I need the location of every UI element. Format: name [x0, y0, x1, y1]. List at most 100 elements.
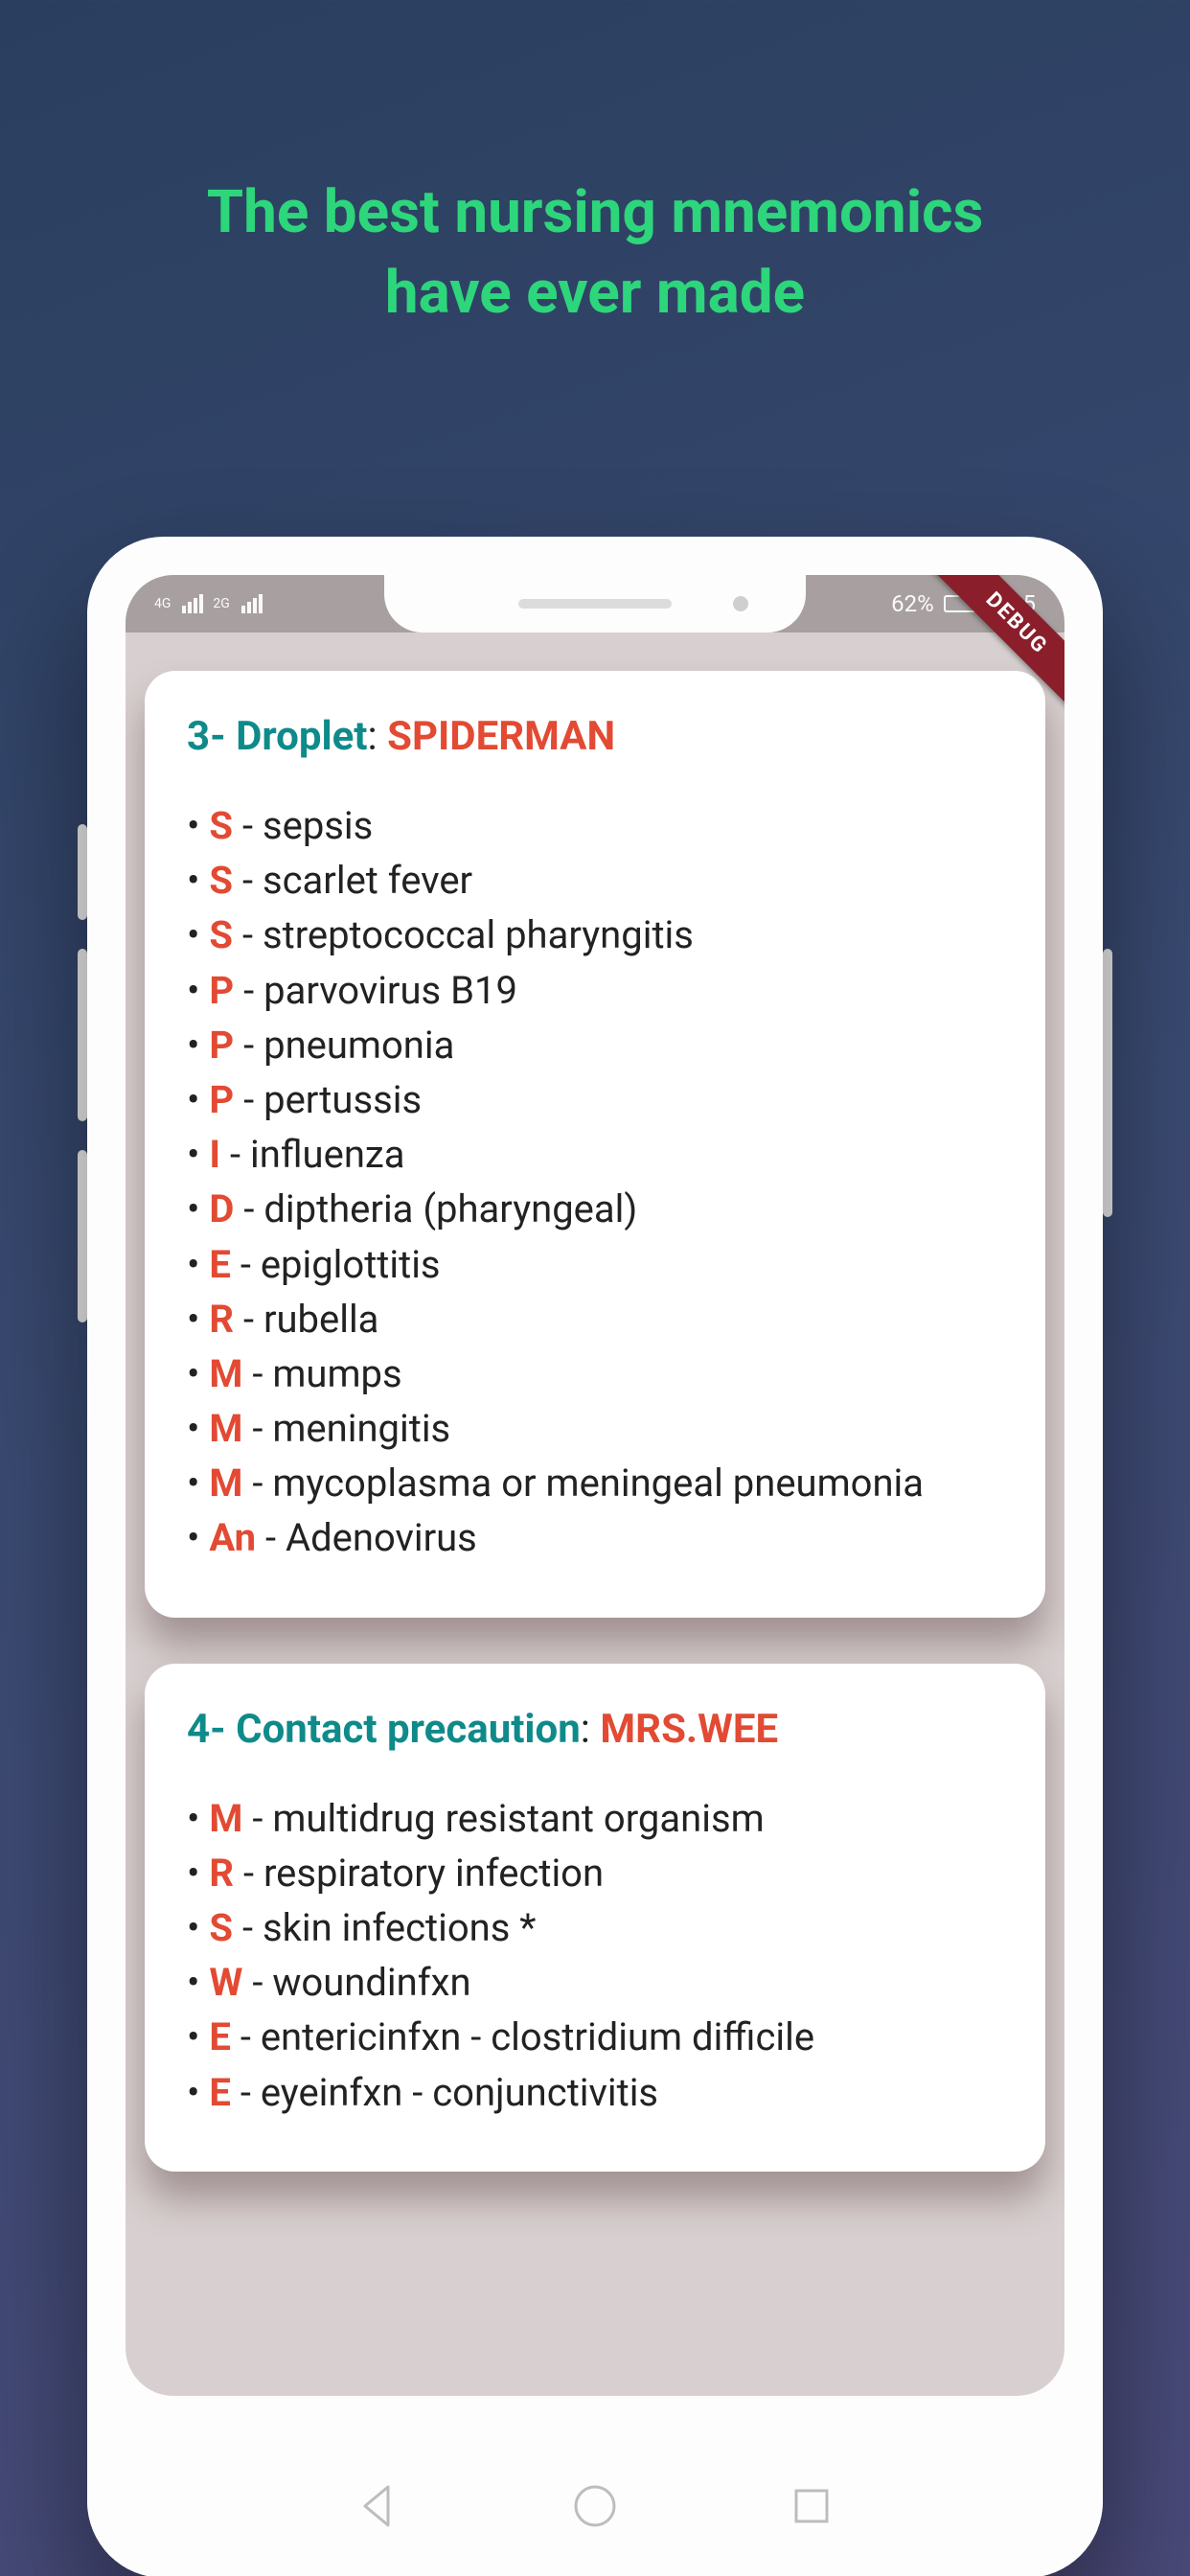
- list-item: • S - sepsis: [187, 798, 1003, 853]
- headline: The best nursing mnemonics have ever mad…: [0, 0, 1190, 333]
- bullet-dot: •: [187, 1351, 209, 1396]
- list-item: • S - scarlet fever: [187, 853, 1003, 908]
- signal-icon: [182, 594, 203, 613]
- bullet-dot: •: [187, 1077, 209, 1122]
- mnemonic-letter: P: [209, 968, 234, 1013]
- cards-list[interactable]: 3- Droplet: SPIDERMAN• S - sepsis• S - s…: [145, 671, 1045, 2218]
- mnemonic-letter: S: [209, 858, 233, 903]
- mnemonic-text: - skin infections *: [233, 1905, 536, 1950]
- bullet-dot: •: [187, 1460, 209, 1506]
- card-title: 3- Droplet: SPIDERMAN: [187, 713, 1003, 760]
- card-title: 4- Contact precaution: MRS.WEE: [187, 1706, 1003, 1753]
- card-prefix: 4- Contact precaution: [187, 1706, 581, 1753]
- android-nav-bar: [87, 2434, 1103, 2576]
- mnemonic-text: - mycoplasma or meningeal pneumonia: [242, 1460, 924, 1506]
- card-colon: :: [367, 713, 387, 760]
- list-item: • R - rubella: [187, 1292, 1003, 1346]
- list-item: • P - parvovirus B19: [187, 963, 1003, 1018]
- mnemonic-letter: E: [209, 1242, 231, 1287]
- mnemonic-letter: S: [209, 1905, 233, 1950]
- mnemonic-letter: P: [209, 1077, 234, 1122]
- phone-notch: [384, 575, 806, 632]
- mnemonic-letter: M: [209, 1351, 242, 1396]
- list-item: • P - pneumonia: [187, 1018, 1003, 1072]
- bullet-dot: •: [187, 2014, 209, 2059]
- list-item: • E - entericinfxn - clostridium diffici…: [187, 2010, 1003, 2064]
- list-item: • I - influenza: [187, 1127, 1003, 1182]
- headline-line-2: have ever made: [57, 253, 1133, 334]
- mnemonic-letter: M: [209, 1796, 242, 1841]
- speaker-icon: [518, 599, 672, 609]
- bullet-dot: •: [187, 1515, 209, 1560]
- list-item: • M - multidrug resistant organism: [187, 1791, 1003, 1846]
- mnemonic-text: - influenza: [220, 1132, 404, 1177]
- list-item: • E - epiglottitis: [187, 1237, 1003, 1292]
- mnemonic-text: - respiratory infection: [234, 1851, 604, 1896]
- bullet-dot: •: [187, 1796, 209, 1841]
- phone-mockup: 4G 2G 62% 7:35 DEBUG 3- Droplet: SPIDERM…: [87, 537, 1103, 2576]
- list-item: • P - pertussis: [187, 1072, 1003, 1127]
- mnemonic-letter: M: [209, 1406, 242, 1451]
- mnemonic-letter: I: [209, 1132, 220, 1177]
- mnemonic-text: - pneumonia: [234, 1023, 454, 1068]
- phone-screen: 4G 2G 62% 7:35 DEBUG 3- Droplet: SPIDERM…: [126, 575, 1064, 2396]
- mnemonic-text: - pertussis: [234, 1077, 422, 1122]
- phone-side-button: [78, 824, 87, 920]
- phone-side-button: [78, 949, 87, 1121]
- bullet-dot: •: [187, 1186, 209, 1231]
- bullet-dot: •: [187, 968, 209, 1013]
- bullet-dot: •: [187, 1960, 209, 2005]
- mnemonic-letter: R: [209, 1851, 234, 1896]
- mnemonic-text: - streptococcal pharyngitis: [233, 912, 694, 957]
- mnemonic-text: - scarlet fever: [233, 858, 472, 903]
- card-prefix: 3- Droplet: [187, 713, 367, 760]
- nav-back-button[interactable]: [352, 2479, 405, 2533]
- mnemonic-text: - sepsis: [233, 803, 373, 848]
- mnemonic-text: - eyeinfxn - conjunctivitis: [231, 2070, 658, 2115]
- nav-recent-button[interactable]: [785, 2479, 838, 2533]
- bullet-dot: •: [187, 1023, 209, 1068]
- headline-line-1: The best nursing mnemonics: [57, 172, 1133, 253]
- mnemonic-text: - multidrug resistant organism: [242, 1796, 764, 1841]
- mnemonic-text: - meningitis: [242, 1406, 450, 1451]
- mnemonic-card[interactable]: 4- Contact precaution: MRS.WEE • M - mult…: [145, 1664, 1045, 2172]
- bullet-dot: •: [187, 1406, 209, 1451]
- list-item: • S - skin infections *: [187, 1900, 1003, 1955]
- mnemonic-letter: D: [209, 1186, 234, 1231]
- mnemonic-letter: E: [209, 2070, 231, 2115]
- mnemonic-letter: S: [209, 803, 233, 848]
- bullet-dot: •: [187, 1132, 209, 1177]
- mnemonic-text: - diptheria (pharyngeal): [234, 1186, 637, 1231]
- mnemonic-letter: W: [209, 1960, 242, 2005]
- bullet-dot: •: [187, 912, 209, 957]
- list-item: • W - woundinfxn: [187, 1955, 1003, 2010]
- camera-icon: [733, 596, 748, 611]
- list-item: • M - meningitis: [187, 1401, 1003, 1456]
- bullet-dot: •: [187, 1297, 209, 1342]
- network-2-label: 2G: [213, 596, 229, 611]
- mnemonic-letter: R: [209, 1297, 234, 1342]
- mnemonic-text: - parvovirus B19: [234, 968, 517, 1013]
- mnemonic-letter: An: [209, 1515, 256, 1560]
- battery-percent: 62%: [891, 590, 934, 617]
- mnemonic-letter: M: [209, 1460, 242, 1506]
- mnemonic-text: - entericinfxn - clostridium difficile: [231, 2014, 814, 2059]
- mnemonic-card[interactable]: 3- Droplet: SPIDERMAN• S - sepsis• S - s…: [145, 671, 1045, 1618]
- mnemonic-letter: P: [209, 1023, 234, 1068]
- card-acronym: SPIDERMAN: [387, 713, 615, 760]
- mnemonic-text: - woundinfxn: [242, 1960, 470, 2005]
- bullet-dot: •: [187, 1242, 209, 1287]
- signal-icon: [241, 594, 263, 613]
- network-1-label: 4G: [154, 596, 171, 611]
- list-item: • D - diptheria (pharyngeal): [187, 1182, 1003, 1236]
- mnemonic-text: - rubella: [234, 1297, 378, 1342]
- list-item: • An - Adenovirus: [187, 1510, 1003, 1565]
- list-item: • R - respiratory infection: [187, 1846, 1003, 1900]
- mnemonic-letter: E: [209, 2014, 231, 2059]
- list-item: • E - eyeinfxn - conjunctivitis: [187, 2065, 1003, 2120]
- bullet-dot: •: [187, 803, 209, 848]
- nav-home-button[interactable]: [568, 2479, 622, 2533]
- mnemonic-text: - Adenovirus: [256, 1515, 477, 1560]
- card-colon: :: [581, 1706, 601, 1753]
- list-item: • M - mumps: [187, 1346, 1003, 1401]
